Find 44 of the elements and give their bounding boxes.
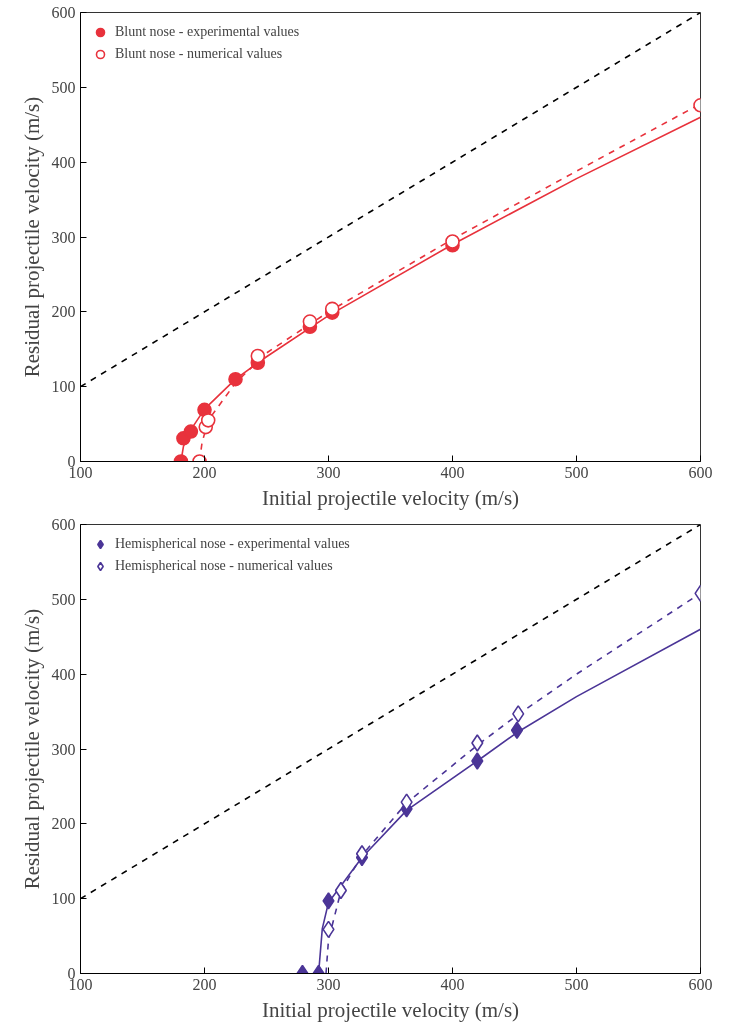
y-axis-title: Residual projectile velocity (m/s)	[19, 608, 44, 890]
legend-label: Hemispherical nose - numerical values	[115, 558, 333, 574]
x-tick-label: 500	[564, 975, 589, 993]
point	[334, 881, 348, 900]
legend-label: Blunt nose - experimental values	[115, 24, 300, 40]
y-tick-label: 500	[51, 78, 76, 96]
y-tick-label: 600	[51, 516, 76, 533]
point	[510, 721, 524, 740]
y-tick-label: 200	[51, 815, 76, 833]
y-tick-label: 400	[51, 153, 76, 171]
point	[512, 705, 525, 723]
point	[471, 734, 484, 752]
x-tick-label: 400	[440, 975, 465, 993]
point	[445, 234, 460, 249]
point	[471, 752, 484, 770]
y-tick-label: 200	[51, 303, 76, 321]
legend-label: Hemispherical nose - experimental values	[115, 536, 350, 552]
point	[183, 424, 199, 439]
y-tick-label: 400	[51, 665, 76, 683]
point	[228, 371, 243, 387]
x-tick-label: 300	[316, 975, 341, 993]
x-tick-label: 500	[564, 463, 589, 481]
point	[200, 413, 216, 428]
x-tick-label: 200	[192, 975, 217, 993]
x-tick-label: 600	[688, 975, 713, 993]
x-tick-label: 300	[316, 463, 341, 481]
y-tick-label: 600	[51, 4, 76, 21]
y-tick-label: 500	[51, 590, 76, 608]
x-axis-title: Initial projectile velocity (m/s)	[261, 997, 520, 1022]
x-tick-label: 200	[192, 463, 217, 481]
point	[322, 892, 335, 910]
point	[302, 314, 318, 329]
y-tick-label: 300	[51, 740, 76, 758]
point	[250, 348, 266, 364]
x-tick-label: 600	[688, 463, 713, 481]
y-axis-title: Residual projectile velocity (m/s)	[19, 96, 44, 378]
legend-label: Blunt nose - numerical values	[115, 46, 283, 62]
point	[324, 301, 340, 317]
y-tick-label: 300	[51, 228, 76, 246]
y-tick-label: 100	[51, 890, 76, 908]
x-tick-label: 400	[440, 463, 465, 481]
y-tick-label: 100	[51, 378, 76, 396]
point	[400, 793, 413, 811]
x-axis-title: Initial projectile velocity (m/s)	[261, 485, 520, 510]
